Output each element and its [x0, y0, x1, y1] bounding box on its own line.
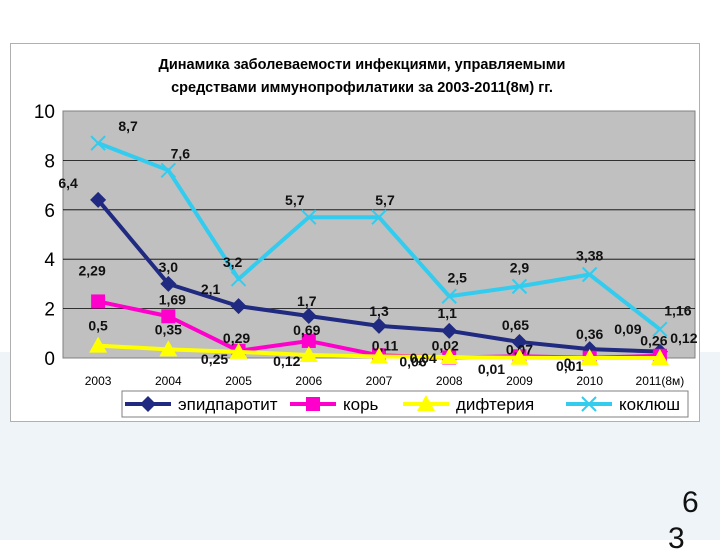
series-дифтерия-data-label-7: 0: [564, 355, 572, 371]
series-коклюш-data-label-3: 5,7: [285, 192, 305, 208]
series-дифтерия-point-4: [370, 347, 388, 364]
series-корь-data-label-0: 2,29: [78, 262, 105, 278]
series-эпидпаротит-data-label-0: 6,4: [58, 175, 78, 191]
y-tick-label-4: 4: [44, 250, 55, 271]
series-коклюш-data-label-8: 1,16: [664, 302, 691, 318]
series-эпидпаротит-data-label-7: 0,36: [576, 326, 603, 342]
series-коклюш-data-label-5: 2,5: [447, 269, 467, 285]
series-эпидпаротит-data-label-1: 3,0: [159, 259, 179, 275]
legend-label-коклюш: коклюш: [619, 395, 680, 414]
series-эпидпаротит-point-0: [90, 191, 107, 208]
series-эпидпаротит-point-2: [230, 298, 247, 315]
x-tick-label-2010: 2010: [576, 374, 603, 388]
legend-label-дифтерия: дифтерия: [456, 395, 534, 414]
series-коклюш-point-7: [581, 266, 598, 283]
y-tick-label-10: 10: [34, 102, 55, 123]
series-корь-point-1: [161, 309, 176, 324]
series-дифтерия-data-label-6: 0,01: [478, 361, 505, 377]
series-корь-data-label-8: 0,09: [614, 321, 641, 337]
legend-marker-эпидпаротит: [140, 396, 156, 412]
chart-title-line1: Динамика заболеваемости инфекциями, упра…: [159, 57, 566, 73]
x-tick-label-2008: 2008: [436, 374, 463, 388]
x-tick-label-2011(8м): 2011(8м): [636, 374, 685, 388]
line-chart: Динамика заболеваемости инфекциями, упра…: [34, 57, 698, 418]
series-коклюш-point-5: [441, 288, 457, 304]
series-дифтерия-data-label-0: 0,5: [88, 318, 108, 334]
series-дифтерия-data-label-4: 0,06: [399, 354, 426, 370]
y-tick-label-8: 8: [44, 151, 55, 172]
series-коклюш-point-6: [511, 278, 528, 295]
chart-title-line2: средствами иммунопрофилатики за 2003-201…: [171, 80, 553, 96]
series-дифтерия-point-6: [510, 348, 529, 365]
series-extra-4-data-label-8: 0,12: [670, 330, 697, 346]
series-дифтерия-data-label-3: 0,12: [273, 353, 300, 369]
series-коклюш-data-label-0: 8,7: [118, 118, 138, 134]
x-tick-label-2003: 2003: [85, 374, 112, 388]
series-эпидпаротит-data-label-8: 0,26: [640, 333, 667, 349]
series-дифтерия-data-label-1: 0,35: [155, 321, 182, 337]
series-корь-data-label-4: 0,11: [372, 337, 399, 353]
series-коклюш-point-8: [652, 321, 668, 338]
series-корь-data-label-2: 0,29: [223, 330, 250, 346]
series-эпидпаротит-data-label-3: 1,7: [297, 293, 317, 309]
page-number-secondary: 3: [668, 522, 685, 555]
series-коклюш-data-label-7: 3,38: [576, 248, 603, 264]
x-tick-label-2007: 2007: [366, 374, 393, 388]
x-tick-label-2006: 2006: [295, 374, 322, 388]
series-эпидпаротит-point-4: [371, 317, 387, 334]
series-эпидпаротит-data-label-2: 2,1: [201, 281, 221, 297]
series-коклюш-point-3: [301, 209, 317, 225]
series-дифтерия-point-1: [159, 340, 178, 357]
legend-marker-дифтерия: [417, 395, 435, 411]
legend-label-эпидпаротит: эпидпаротит: [178, 395, 278, 414]
series-коклюш-data-label-1: 7,6: [171, 145, 191, 161]
legend-marker-корь: [306, 397, 320, 411]
series-корь-point-3: [301, 333, 316, 348]
series-дифтерия-point-7: [580, 349, 599, 365]
series-дифтерия-point-5: [440, 348, 459, 365]
series-дифтерия-point-2: [229, 342, 248, 359]
series-эпидпаротит-data-label-5: 1,1: [437, 305, 457, 321]
series-дифтерия-data-label-5: 0,04: [410, 350, 437, 366]
series-коклюш-data-label-6: 2,9: [510, 259, 530, 275]
series-дифтерия-point-0: [89, 336, 108, 353]
x-tick-label-2009: 2009: [506, 374, 533, 388]
series-дифтерия-point-3: [299, 346, 318, 363]
x-tick-label-2004: 2004: [155, 374, 182, 388]
series-эпидпаротит-point-1: [160, 275, 177, 292]
series-коклюш-point-1: [160, 162, 177, 178]
series-эпидпаротит-data-label-6: 0,65: [502, 317, 529, 333]
series-эпидпаротит-data-label-4: 1,3: [369, 303, 389, 319]
series-коклюш-point-4: [371, 209, 387, 225]
x-tick-label-2005: 2005: [225, 374, 252, 388]
series-дифтерия-point-8: [650, 349, 669, 365]
y-tick-label-6: 6: [44, 201, 55, 222]
y-tick-label-0: 0: [44, 349, 55, 370]
series-эпидпаротит-point-5: [441, 322, 458, 339]
series-корь-data-label-3: 0,69: [293, 322, 320, 338]
legend-label-корь: корь: [343, 395, 379, 414]
series-корь-data-label-1: 1,69: [159, 291, 186, 307]
legend-marker-коклюш: [581, 396, 597, 412]
y-tick-label-2: 2: [44, 300, 55, 321]
series-эпидпаротит-point-6: [511, 333, 528, 350]
page-number: 6: [682, 486, 699, 519]
series-коклюш-point-0: [90, 135, 106, 151]
series-дифтерия-data-label-2: 0,25: [201, 351, 228, 367]
series-коклюш-data-label-4: 5,7: [375, 192, 395, 208]
series-корь-data-label-7: 0,01: [556, 358, 583, 374]
series-эпидпаротит-point-3: [300, 308, 317, 325]
series-коклюш-point-2: [230, 271, 247, 287]
series-коклюш-data-label-2: 3,2: [223, 254, 243, 270]
series-корь-data-label-5: 0,02: [432, 338, 459, 354]
series-корь-point-0: [91, 294, 106, 309]
